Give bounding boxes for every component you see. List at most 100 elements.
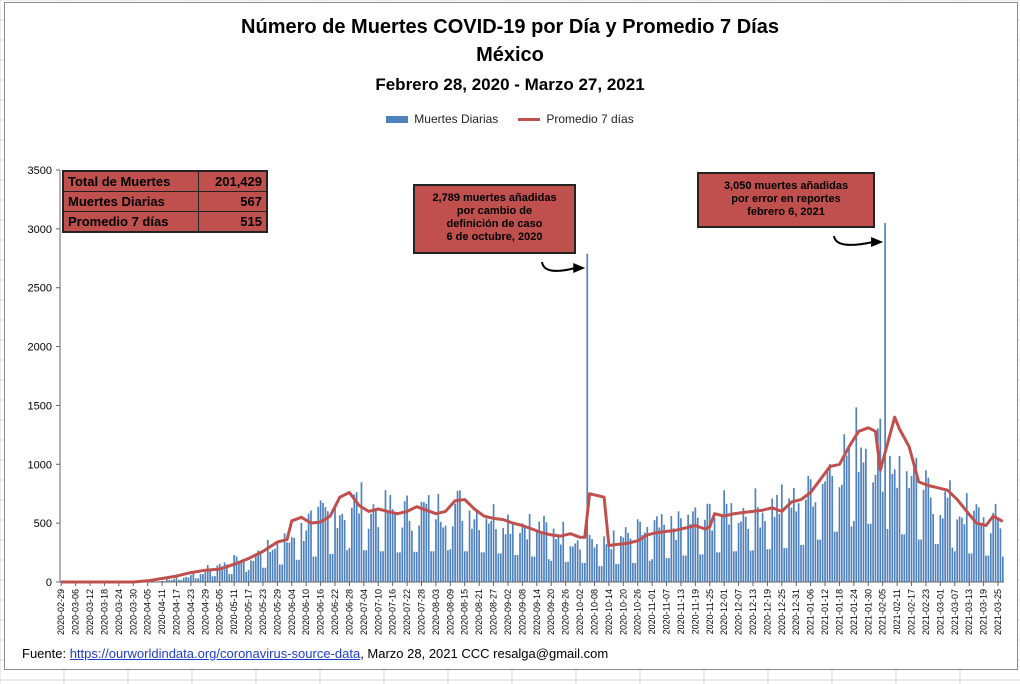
bar [334,505,336,582]
bar [360,482,363,582]
x-tick-label: 2020-04-29 [200,589,210,635]
bar [264,567,267,582]
bar [922,489,925,582]
bar [821,483,824,582]
bar [915,457,918,582]
bar [367,528,370,582]
source-link[interactable]: https://ourworldindata.org/coronavirus-s… [69,646,361,661]
bar [740,521,742,582]
bar [759,527,762,582]
bar [812,506,814,582]
bar [545,522,548,582]
bar [838,487,841,582]
bar [218,563,221,582]
bar [240,562,243,582]
annotation-line: por error en reportes [731,193,841,205]
bar [869,523,872,582]
bar [567,561,569,582]
stats-row-average: Promedio 7 días 515 [62,211,268,233]
bar [170,579,173,582]
bar [533,556,536,582]
bar [411,530,413,582]
bar [723,490,725,582]
y-tick-label: 2500 [28,283,52,295]
bar [182,577,185,582]
bar [716,552,718,582]
bar [963,524,966,582]
bar [168,579,171,582]
bar [756,507,759,582]
bar [965,493,968,582]
bar [1001,556,1004,582]
bar [382,551,384,582]
bar [684,555,687,582]
bar [250,560,252,582]
bar [797,503,800,582]
chart-subtitle: México [476,44,544,66]
chart-period: Febrero 28, 2020 - Marzo 27, 2021 [375,75,645,94]
bar [620,536,622,582]
annotation-arrow-october-head [573,263,586,273]
bar [519,533,521,582]
bar [329,553,332,582]
bar [886,529,889,582]
bar [656,516,658,582]
bar [668,558,670,582]
bar [994,503,997,582]
bar [663,524,665,582]
bar [737,522,740,582]
bar [617,563,620,582]
bar [425,503,428,582]
x-tick-label: 2020-10-08 [590,589,600,635]
bar [475,510,478,582]
x-tick-label: 2021-02-11 [892,589,902,634]
bar [166,579,168,582]
x-tick-label: 2020-08-27 [489,589,499,635]
x-tick-label: 2020-12-13 [748,589,758,635]
bar [262,567,264,582]
bar [305,530,308,582]
bar [701,554,704,582]
bar [274,548,276,582]
bar [896,487,898,582]
y-tick-label: 3500 [28,165,52,177]
bar [319,500,322,582]
bar [699,554,701,582]
bar [242,559,245,582]
bar [603,536,605,582]
bar [632,562,634,582]
bar [694,507,697,582]
bar [322,503,324,582]
bar [432,551,435,582]
bar [817,539,819,582]
annotation-arrow-october [541,261,576,272]
bar [389,495,392,582]
bar [564,561,567,582]
series-line-average [61,415,1004,584]
x-tick-label: 2020-06-28 [344,589,354,635]
bar [521,523,524,582]
bar [615,563,617,582]
bar [439,521,442,582]
bar [252,560,255,582]
x-tick-label: 2021-02-23 [921,589,931,635]
bar [502,528,505,582]
x-tick-label: 2021-01-18 [835,589,845,635]
x-tick-label: 2020-07-10 [373,589,383,635]
bar [370,513,372,582]
bar [648,560,651,582]
bar [461,520,464,582]
bar [312,556,315,582]
bar [624,527,627,582]
bar [358,513,360,582]
bar [949,480,951,582]
y-tick-label: 1000 [28,459,52,471]
bar [908,487,910,582]
bar [223,562,226,582]
x-tick-label: 2020-05-11 [229,589,239,634]
bar [627,532,629,582]
bar [903,534,906,582]
bar [804,499,807,582]
stats-label: Promedio 7 días [62,211,200,233]
bar [970,553,973,582]
